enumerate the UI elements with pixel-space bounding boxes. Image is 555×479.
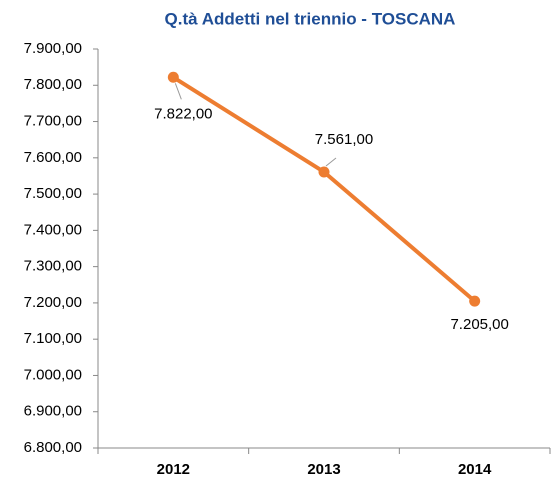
point (318, 166, 330, 178)
y-tick-label: 7.700,00 (24, 113, 82, 130)
y-tick-label: 7.100,00 (24, 330, 82, 347)
x-tick-label: 2012 (157, 461, 190, 478)
point (167, 71, 179, 83)
x-tick-label: 2013 (307, 461, 340, 478)
y-tick-label: 7.900,00 (24, 40, 82, 57)
y-tick-label: 7.300,00 (24, 258, 82, 275)
point (469, 295, 481, 307)
y-tick-label: 7.200,00 (24, 294, 82, 311)
y-tick-label: 7.000,00 (24, 366, 82, 383)
y-tick-label: 7.800,00 (24, 76, 82, 93)
data-label: 7.822,00 (154, 105, 212, 122)
leader-line (174, 83, 182, 100)
data-label: 7.561,00 (315, 131, 373, 148)
data-label: 7.205,00 (450, 316, 508, 333)
line (172, 75, 476, 303)
leader-line (325, 157, 337, 167)
y-tick-label: 6.900,00 (24, 403, 82, 420)
chart-title: Q.tà Addetti nel triennio - TOSCANA (165, 9, 456, 28)
y-tick-label: 6.800,00 (24, 439, 82, 456)
y-tick-label: 7.500,00 (24, 185, 82, 202)
y-tick-label: 7.600,00 (24, 149, 82, 166)
y-tick-label: 7.400,00 (24, 221, 82, 238)
x-tick-label: 2014 (458, 461, 492, 478)
